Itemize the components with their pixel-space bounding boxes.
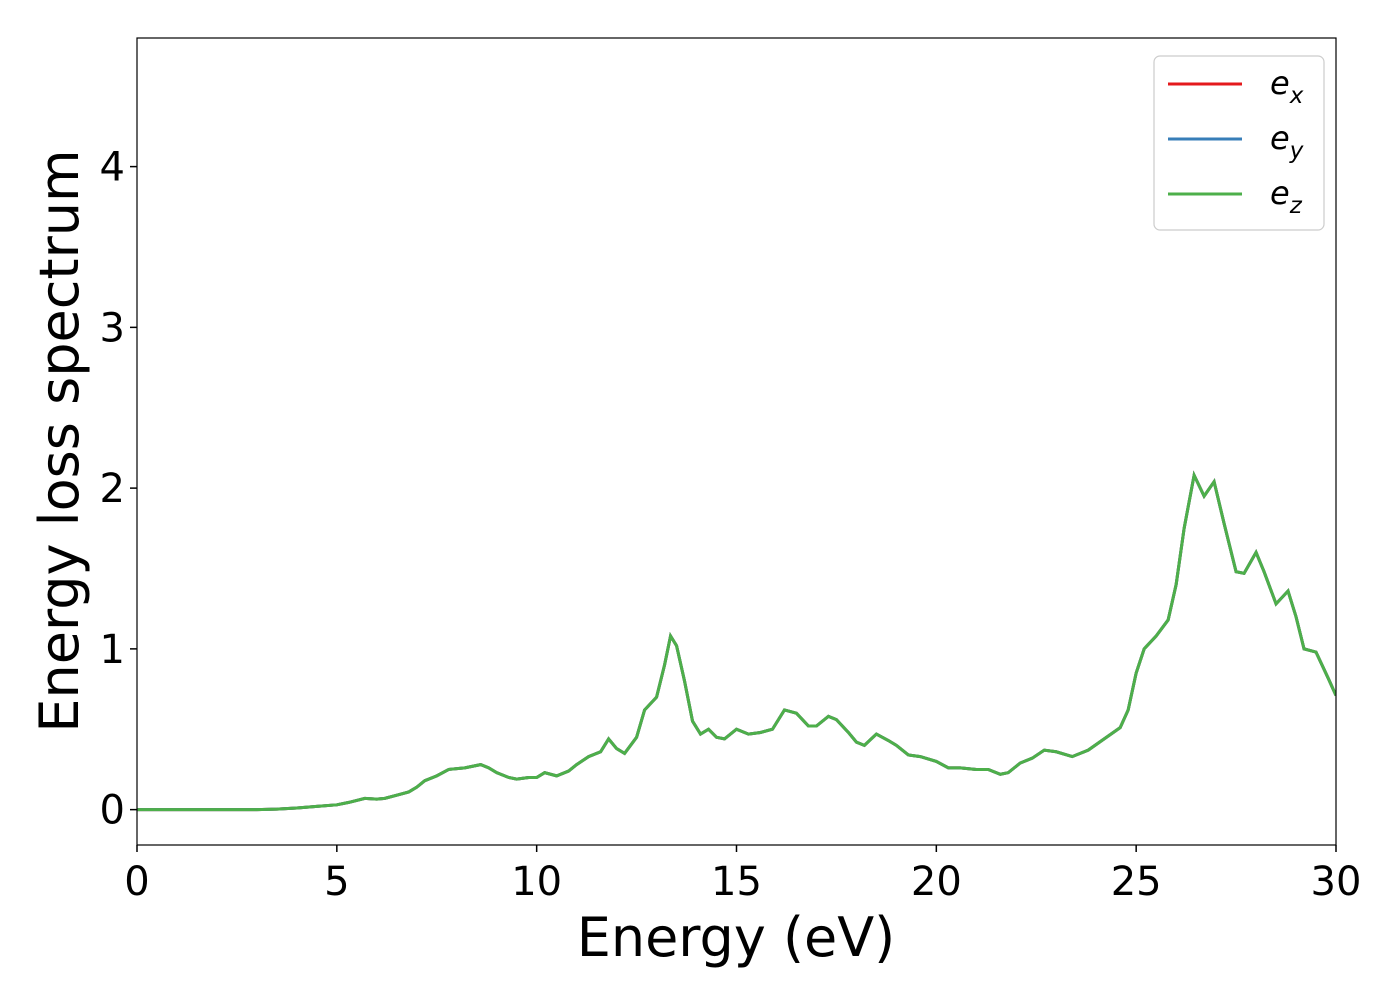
- y-axis-label: Energy loss spectrum: [28, 149, 91, 732]
- x-tick-label: 15: [711, 859, 762, 905]
- line-series: [137, 470, 1336, 812]
- legend-label: ex: [1270, 64, 1304, 109]
- legend-label: ez: [1270, 174, 1303, 219]
- line-series: [137, 470, 1336, 812]
- plot-frame: [136, 37, 1337, 846]
- y-tick-label: 3: [100, 305, 125, 351]
- x-tick-label: 30: [1311, 859, 1362, 905]
- legend-label: ey: [1270, 119, 1304, 164]
- x-axis-label: Energy (eV): [577, 906, 896, 969]
- y-tick-label: 1: [100, 627, 125, 673]
- x-tick-label: 25: [1111, 859, 1162, 905]
- y-tick-label: 4: [100, 145, 125, 191]
- y-tick-label: 0: [100, 788, 125, 834]
- x-tick-label: 20: [911, 859, 962, 905]
- x-tick-label: 0: [124, 859, 149, 905]
- x-tick-label: 10: [511, 859, 562, 905]
- x-tick-label: 5: [324, 859, 349, 905]
- y-tick-label: 2: [100, 466, 125, 512]
- line-series: [137, 470, 1336, 812]
- legend-box: [1153, 55, 1325, 231]
